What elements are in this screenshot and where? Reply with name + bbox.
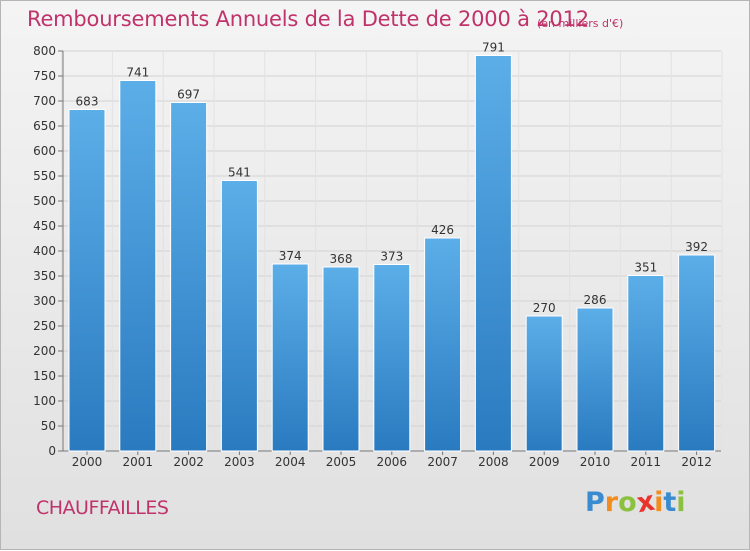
bar-2008 <box>474 55 512 452</box>
logo-letter: o <box>618 487 637 518</box>
x-tick-label: 2012 <box>681 455 712 469</box>
bar-2012 <box>678 254 716 452</box>
logo-letter: r <box>604 487 619 518</box>
value-labels: 683 741 697 541 374 368 373 426 791 270 286 351 392 <box>76 41 709 316</box>
x-tick-label: 2003 <box>224 455 255 469</box>
bars <box>68 55 716 452</box>
y-tick-label: 100 <box>33 394 56 408</box>
value-label: 373 <box>380 250 403 264</box>
x-tick-label: 2002 <box>173 455 204 469</box>
bar-2003 <box>220 180 258 452</box>
y-tick-label: 300 <box>33 294 56 308</box>
y-tick-label: 250 <box>33 319 56 333</box>
y-tick-label: 500 <box>33 194 56 208</box>
x-tick-label: 2009 <box>529 455 560 469</box>
bar-2006 <box>373 264 411 452</box>
bar-2007 <box>424 237 462 452</box>
value-label: 426 <box>431 223 454 237</box>
x-tick-label: 2005 <box>326 455 357 469</box>
value-label: 286 <box>584 293 607 307</box>
logo-letter: i <box>676 487 686 518</box>
value-label: 683 <box>76 95 99 109</box>
logo-letter: i <box>654 487 664 518</box>
proxiti-logo: Proxiti <box>585 486 686 520</box>
bar-2011 <box>627 275 665 452</box>
y-tick-label: 650 <box>33 119 56 133</box>
y-tick-label: 200 <box>33 344 56 358</box>
y-tick-label: 750 <box>33 69 56 83</box>
value-label: 368 <box>330 252 353 266</box>
x-tick-label: 2010 <box>580 455 611 469</box>
y-tick-label: 450 <box>33 219 56 233</box>
y-tick-label: 600 <box>33 144 56 158</box>
x-tick-label: 2008 <box>478 455 509 469</box>
bar-2001 <box>119 80 157 452</box>
y-tick-label: 400 <box>33 244 56 258</box>
value-label: 270 <box>533 301 556 315</box>
bar-2009 <box>525 315 563 452</box>
y-tick-label: 50 <box>41 419 56 433</box>
value-label: 741 <box>126 66 149 80</box>
x-tick-label: 2001 <box>123 455 154 469</box>
value-label: 351 <box>634 261 657 275</box>
y-tick-label: 350 <box>33 269 56 283</box>
chart-title: Remboursements Annuels de la Dette de 20… <box>27 7 589 31</box>
x-tick-label: 2011 <box>631 455 662 469</box>
y-tick-labels: 0 50 100 150 200 250 300 350 400 450 500 550 600 650 7… <box>33 44 56 458</box>
value-label: 697 <box>177 88 200 102</box>
bar-2000 <box>68 109 106 452</box>
unit-note: (en milliers d'€) <box>537 17 624 30</box>
value-label: 374 <box>279 249 302 263</box>
y-tick-label: 550 <box>33 169 56 183</box>
commune-name: CHAUFFAILLES <box>36 497 169 519</box>
y-tick-label: 700 <box>33 94 56 108</box>
y-tick-label: 150 <box>33 369 56 383</box>
x-tick-label: 2006 <box>377 455 408 469</box>
x-tick-label: 2004 <box>275 455 306 469</box>
bar-2004 <box>271 263 309 452</box>
bar-2002 <box>170 102 208 452</box>
logo-letter: P <box>585 487 605 518</box>
x-tick-label: 2000 <box>72 455 103 469</box>
bar-2005 <box>322 266 360 452</box>
y-tick-label: 0 <box>48 444 56 458</box>
x-tick-label: 2007 <box>427 455 458 469</box>
y-tick-label: 800 <box>33 44 56 58</box>
bar-2010 <box>576 307 614 452</box>
value-label: 392 <box>685 240 708 254</box>
value-label: 791 <box>482 41 505 55</box>
logo-letter: t <box>663 487 677 518</box>
x-tick-labels: 2000 2001 2002 2003 2004 2005 2006 2007 2008 2009… <box>72 455 712 469</box>
value-label: 541 <box>228 166 251 180</box>
